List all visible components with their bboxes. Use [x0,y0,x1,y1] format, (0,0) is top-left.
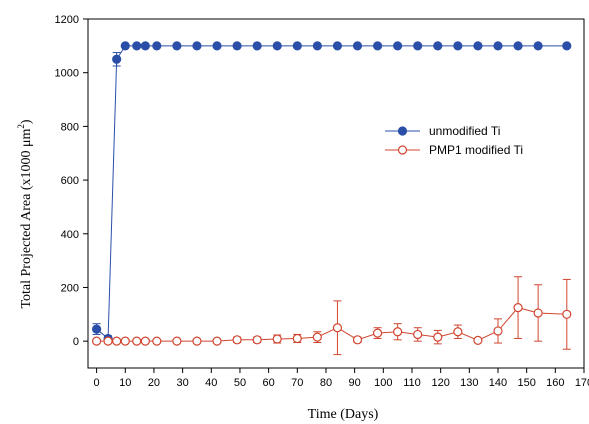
data-point [372,328,383,338]
data-point [493,326,503,336]
data-point [352,335,363,345]
x-tick-label: 100 [374,377,392,389]
data-point [332,41,343,51]
data-point [152,336,162,346]
data-point [453,327,463,337]
data-point [132,41,142,51]
data-point [172,41,182,51]
data-point [120,336,130,346]
data-point [292,333,302,344]
data-point [562,309,572,319]
data-point [103,336,113,346]
series-0 [92,41,572,344]
data-point [513,302,523,313]
legend-marker [397,126,408,136]
data-point [393,41,403,51]
axes [87,18,585,369]
data-point [152,41,162,51]
data-point [473,41,483,51]
data-point [312,332,322,342]
x-tick-label: 170 [575,377,589,389]
x-tick-label: 160 [546,377,564,389]
x-tick-label: 20 [148,377,160,389]
data-point [92,324,102,334]
y-tick-label: 0 [73,336,79,348]
data-point [192,336,202,346]
data-point [562,41,572,51]
y-axis-label-close: ) [19,119,34,124]
y-tick-label: 1000 [55,68,79,80]
x-tick-label: 70 [291,377,303,389]
data-point [352,41,363,51]
data-point [393,327,403,337]
data-point [252,335,262,345]
series-1 [92,276,572,356]
y-tick-label: 1200 [55,14,79,26]
ticks: 0 10 20 30 40 50 60 70 80 90 100 110 120 130 140 150 160… [55,14,589,389]
data-point [312,41,322,51]
data-point [413,329,423,340]
x-tick-label: 40 [205,377,217,389]
data-point [140,41,150,51]
y-tick-label: 600 [61,175,79,187]
data-point [132,336,142,346]
legend-label: unmodified Ti [429,124,500,138]
data-point [232,335,242,345]
data-point [212,336,222,346]
y-tick-label: 200 [61,282,79,294]
data-point [272,334,282,344]
y-axis-label-superscript: 2 [16,124,26,129]
series-line [96,45,567,340]
data-point [112,54,122,64]
data-point [232,41,242,51]
y-tick-label: 400 [61,229,79,241]
data-point [272,41,282,51]
x-tick-label: 110 [403,377,421,389]
legend: unmodified Ti PMP1 modified Ti [385,124,523,157]
y-axis-label-main: Total Projected Area (x1000 μm [19,129,34,309]
data-point [292,41,302,51]
data-point [473,335,483,345]
legend-marker [397,145,408,155]
plot-frame [87,18,585,369]
data-point [140,336,150,346]
data-point [192,41,202,51]
data-point [493,41,503,51]
x-tick-label: 140 [489,377,507,389]
data-point [120,41,130,51]
data-point [172,336,182,346]
data-point [533,41,543,51]
data-point [332,323,343,333]
x-tick-label: 10 [119,377,131,389]
x-tick-label: 60 [262,377,274,389]
data-point [513,41,523,51]
series-line [96,307,567,342]
x-tick-label: 50 [234,377,246,389]
data-point [112,336,122,346]
data-point [433,41,443,51]
x-tick-label: 130 [460,377,478,389]
series [92,41,572,356]
y-axis-label: Total Projected Area (x1000 μm2) [16,119,34,308]
x-axis-label: Time (Days) [308,407,379,422]
data-point [433,332,443,342]
x-tick-label: 30 [176,377,188,389]
data-point [212,41,222,51]
x-tick-label: 150 [517,377,535,389]
legend-label: PMP1 modified Ti [429,143,523,157]
data-point [413,41,423,51]
x-tick-label: 80 [320,377,332,389]
data-point [533,308,543,318]
data-point [372,41,383,51]
x-tick-label: 0 [94,377,100,389]
data-point [92,336,102,346]
data-point [252,41,262,51]
x-tick-label: 120 [431,377,449,389]
x-tick-label: 90 [349,377,361,389]
y-tick-label: 800 [61,121,79,133]
data-point [453,41,463,51]
